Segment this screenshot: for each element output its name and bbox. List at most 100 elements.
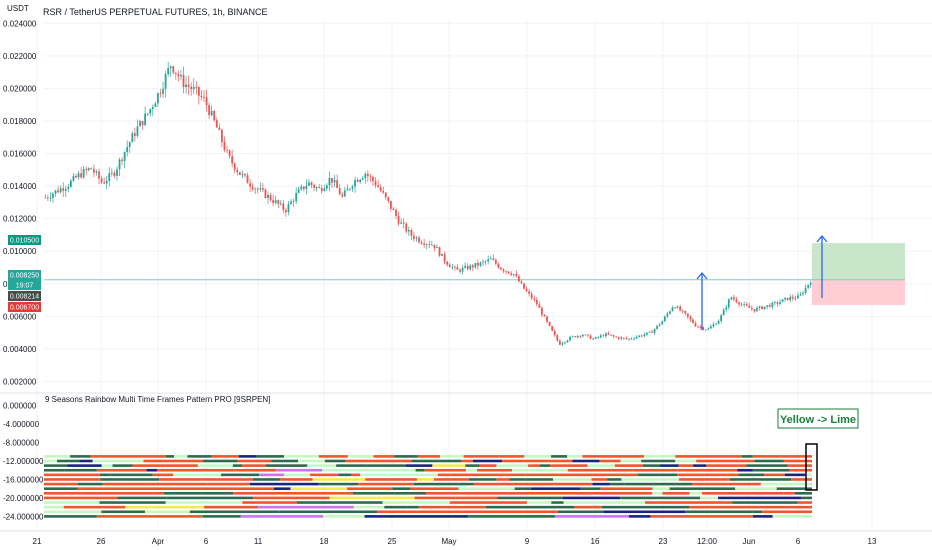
rainbow-segment xyxy=(509,478,526,481)
rainbow-segment xyxy=(468,478,497,481)
candle-body xyxy=(192,86,195,90)
rainbow-segment xyxy=(783,492,795,495)
candle-body xyxy=(640,335,643,337)
candle-body xyxy=(346,188,349,191)
candle-body xyxy=(282,203,285,211)
annotation-box[interactable] xyxy=(777,408,859,429)
rainbow-row xyxy=(44,468,812,472)
candle-body xyxy=(82,169,85,178)
price-tick-label: 0.020000 xyxy=(3,84,37,93)
rainbow-segment xyxy=(733,455,742,458)
candle-body xyxy=(400,222,403,224)
price-tick-label: 0.018000 xyxy=(3,117,37,126)
rainbow-segment xyxy=(298,459,325,463)
candle-body xyxy=(336,180,339,189)
candle-body xyxy=(164,74,167,89)
rainbow-segment xyxy=(789,468,812,472)
rainbow-segment xyxy=(388,473,438,477)
rainbow-row xyxy=(44,505,812,509)
rainbow-segment xyxy=(600,455,627,458)
rainbow-segment xyxy=(553,478,592,481)
candle-body xyxy=(584,334,587,336)
rainbow-segment xyxy=(252,492,297,495)
time-axis[interactable]: 21 26 Apr 6 11 18 25 May 9 16 23 12:00 Jun 6 13 xyxy=(33,537,877,546)
rainbow-segment xyxy=(551,455,568,458)
rainbow-segment xyxy=(638,473,678,477)
rainbow-segment xyxy=(96,468,110,472)
price-tick-label: 0.006000 xyxy=(3,312,37,321)
rainbow-segment xyxy=(762,510,812,514)
candle-body xyxy=(149,108,152,114)
candle-body xyxy=(318,187,321,188)
candle-body xyxy=(761,306,763,310)
rainbow-segment xyxy=(144,510,190,514)
rainbow-segment xyxy=(368,459,401,463)
rainbow-segment xyxy=(132,464,166,467)
candle-body xyxy=(512,274,515,275)
candle-body xyxy=(807,284,810,288)
rainbow-segment xyxy=(177,482,207,486)
rainbow-segment xyxy=(474,455,499,458)
rainbow-segment xyxy=(146,468,157,472)
candle-body xyxy=(645,332,648,335)
price-badge: 0.006700 xyxy=(8,302,41,312)
candle-body xyxy=(748,305,751,308)
rainbow-segment xyxy=(44,455,71,458)
candle-body xyxy=(182,74,185,88)
candle-body xyxy=(274,200,277,203)
candle-body xyxy=(328,177,331,186)
candle-body xyxy=(684,311,687,314)
candle-body xyxy=(382,190,385,193)
candle-body xyxy=(305,185,308,190)
arrows[interactable] xyxy=(696,234,828,330)
rainbow-segment xyxy=(689,492,702,495)
rainbow-segment xyxy=(238,455,257,458)
rainbow-segment xyxy=(805,473,812,477)
candle-body xyxy=(484,261,487,263)
time-tick-label: 6 xyxy=(204,537,209,546)
rainbow-segment xyxy=(197,464,233,467)
badge-label: 0.010500 xyxy=(10,238,39,245)
time-tick-label: 11 xyxy=(254,537,263,546)
candle-body xyxy=(697,326,699,328)
rainbow-segment xyxy=(323,515,365,518)
indicator-axis: 0.000000 -4.000000 -8.000000 -12.000000 -16.… xyxy=(3,402,44,522)
rainbow-segment xyxy=(290,487,348,490)
price-badge: 19:07 xyxy=(8,280,41,290)
position-tool[interactable] xyxy=(44,243,905,305)
candle-body xyxy=(146,113,149,115)
rainbow-segment xyxy=(574,492,653,495)
rainbow-segment xyxy=(353,505,385,509)
rainbow-segment xyxy=(479,464,497,467)
grid xyxy=(36,20,932,530)
candle-body xyxy=(116,169,118,176)
time-tick-label: 26 xyxy=(97,537,106,546)
annotation-text: Yellow -> Lime xyxy=(780,414,856,426)
rainbow-segment xyxy=(659,464,679,467)
candle-body xyxy=(771,302,774,307)
rainbow-segment xyxy=(336,464,367,467)
candle-body xyxy=(753,309,756,312)
rainbow-row xyxy=(44,515,812,518)
candle-body xyxy=(185,84,187,88)
rainbow-segment xyxy=(394,455,418,458)
rainbow-segment xyxy=(557,473,611,477)
candle-body xyxy=(505,271,507,273)
candle-body xyxy=(628,338,630,340)
candle-body xyxy=(157,93,159,104)
rainbow-segment xyxy=(96,515,203,518)
rainbow-segment xyxy=(109,468,147,472)
rainbow-segment xyxy=(405,464,433,467)
rainbow-segment xyxy=(44,478,75,481)
candle-body xyxy=(738,302,740,305)
candle-body xyxy=(776,302,779,304)
candle-body xyxy=(221,129,223,143)
candle-body xyxy=(779,302,781,304)
rainbow-segment xyxy=(296,501,383,504)
rainbow-segment xyxy=(675,459,697,463)
rainbow-segment xyxy=(211,455,239,458)
rainbow-segment xyxy=(677,473,728,477)
candle-body xyxy=(602,335,605,337)
candle-body xyxy=(131,133,134,143)
time-tick-label: May xyxy=(441,537,456,546)
